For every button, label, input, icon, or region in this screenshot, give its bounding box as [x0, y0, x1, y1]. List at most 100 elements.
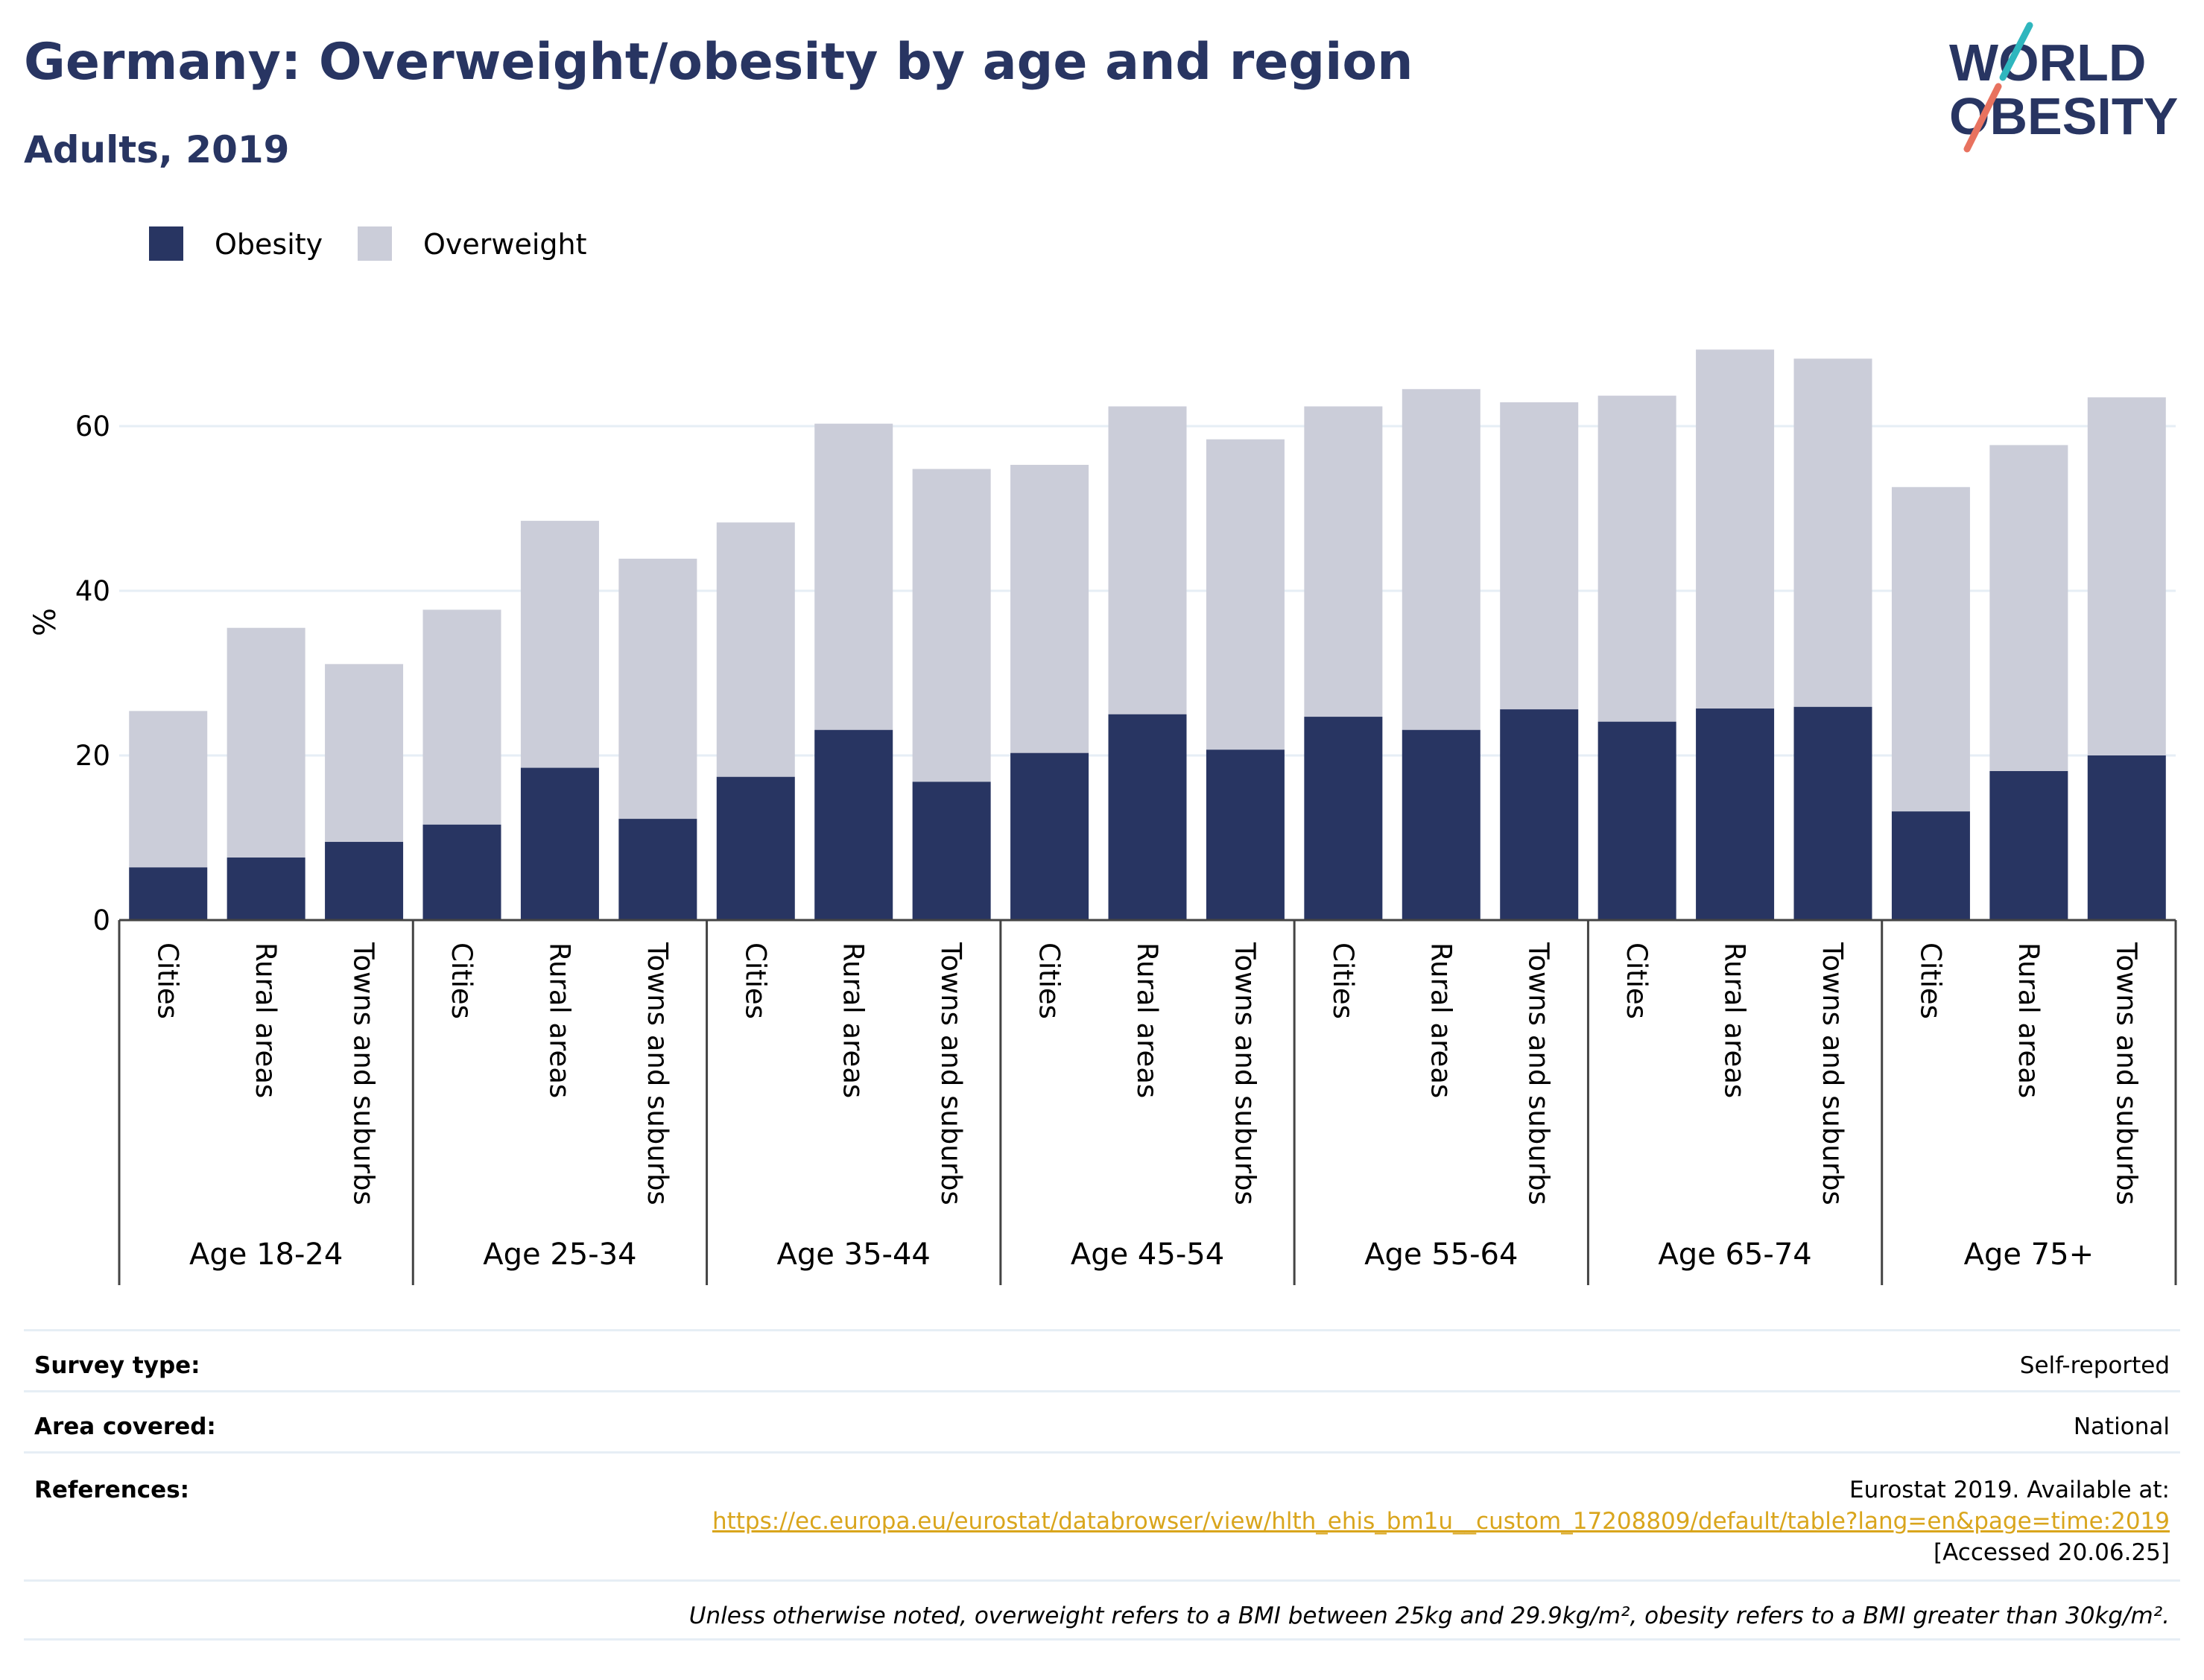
x-group-label: Age 65-74: [1658, 1237, 1811, 1272]
bar-overweight: [1793, 358, 1872, 707]
area-covered-label: Area covered:: [34, 1413, 216, 1440]
bar-obesity: [912, 782, 991, 920]
bar-obesity: [325, 842, 404, 920]
x-group-label: Age 18-24: [189, 1237, 343, 1272]
bar-overweight: [422, 609, 501, 825]
x-tick-label: Cities: [1327, 942, 1359, 1019]
axes: [118, 919, 2177, 1285]
x-tick-label: Cities: [739, 942, 771, 1019]
references-label: References:: [34, 1477, 190, 1503]
references-source: Eurostat 2019. Available at:: [1849, 1477, 2170, 1503]
bar-overweight: [227, 627, 305, 858]
bar-obesity: [1304, 717, 1383, 920]
y-tick-label: 20: [75, 740, 110, 772]
bar-overweight: [129, 711, 208, 868]
bar-obesity: [1108, 714, 1187, 920]
bar-overweight: [1402, 389, 1481, 730]
stacked-bar-chart: Obesity Overweight 0 20 40 60 Cities Rural are…: [28, 226, 2177, 1285]
bar-obesity: [1696, 709, 1775, 920]
metadata-table: Survey type: Self-reported Area covered:…: [24, 1329, 2180, 1641]
bar-obesity: [618, 819, 697, 920]
bar-obesity: [1010, 752, 1089, 920]
x-tick-label: Rural areas: [837, 942, 870, 1098]
y-tick-label: 60: [75, 411, 110, 443]
area-covered-row: Area covered: National: [24, 1390, 2180, 1451]
bar-obesity: [1402, 729, 1481, 920]
bar-overweight: [912, 469, 991, 782]
bar-obesity: [1891, 811, 1970, 920]
bar-overweight: [1696, 349, 1775, 709]
y-tick-label: 0: [92, 904, 110, 936]
legend-swatch-obesity: [149, 226, 183, 261]
references-accessed: [Accessed 20.06.25]: [1934, 1539, 2170, 1566]
bar-obesity: [814, 729, 893, 920]
x-tick-label: Cities: [446, 942, 478, 1019]
x-tick-label: Rural areas: [2013, 942, 2045, 1098]
logo-slash-teal: [1999, 22, 2033, 81]
bar-overweight: [1989, 445, 2068, 771]
x-tick-label: Towns and suburbs: [348, 942, 380, 1205]
x-tick-label: Cities: [152, 942, 184, 1019]
bar-obesity: [1206, 749, 1285, 920]
bar-overweight: [325, 664, 404, 843]
chart-title: Germany: Overweight/obesity by age and r…: [24, 33, 1413, 92]
x-group-label: Age 25-34: [483, 1237, 636, 1272]
bar-obesity: [716, 776, 795, 920]
x-tick-label: Rural areas: [1131, 942, 1163, 1098]
bar-overweight: [618, 558, 697, 820]
y-axis-label: %: [28, 608, 63, 636]
survey-type-row: Survey type: Self-reported: [24, 1329, 2180, 1390]
x-tick-label: Towns and suburbs: [642, 942, 674, 1205]
tick-labels: 0 20 40 60 Cities Rural areas Towns and suburb…: [75, 411, 2142, 1272]
references-link[interactable]: https://ec.europa.eu/eurostat/databrowse…: [712, 1508, 2170, 1535]
legend: Obesity Overweight: [149, 226, 587, 261]
x-tick-label: Towns and suburbs: [1817, 942, 1849, 1205]
x-tick-label: Towns and suburbs: [1229, 942, 1261, 1205]
x-group-label: Age 35-44: [777, 1237, 931, 1272]
bar-overweight: [716, 522, 795, 777]
bar-overweight: [1891, 486, 1970, 812]
x-tick-label: Rural areas: [250, 942, 282, 1098]
legend-swatch-overweight: [358, 226, 392, 261]
logo-slash-coral: [1963, 83, 2002, 153]
logo-text-world: WORLD: [1949, 34, 2146, 92]
x-group-label: Age 45-54: [1071, 1237, 1224, 1272]
x-tick-label: Rural areas: [543, 942, 575, 1098]
x-tick-label: Towns and suburbs: [1523, 942, 1555, 1205]
bar-overweight: [1108, 406, 1187, 714]
survey-type-label: Survey type:: [34, 1352, 200, 1379]
bar-overweight: [1206, 439, 1285, 750]
definition-note-row: Unless otherwise noted, overweight refer…: [24, 1579, 2180, 1641]
bar-obesity: [1989, 770, 2068, 920]
bar-obesity: [1500, 709, 1579, 920]
definition-note: Unless otherwise noted, overweight refer…: [688, 1603, 2170, 1629]
x-tick-label: Towns and suburbs: [2110, 942, 2142, 1205]
bar-overweight: [814, 423, 893, 730]
x-tick-label: Cities: [1033, 942, 1065, 1019]
x-tick-label: Cities: [1621, 942, 1653, 1019]
chart-subtitle: Adults, 2019: [24, 128, 290, 171]
references-row: References: Eurostat 2019. Available at:…: [24, 1451, 2180, 1579]
logo-text-obesity: OBESITY: [1949, 87, 2178, 145]
bar-obesity: [2087, 755, 2166, 920]
bar-obesity: [227, 858, 305, 920]
bar-obesity: [1793, 706, 1872, 920]
bar-overweight: [2087, 397, 2166, 755]
bar-overweight: [1304, 406, 1383, 717]
legend-label-obesity: Obesity: [215, 228, 323, 261]
x-tick-label: Rural areas: [1425, 942, 1457, 1098]
bar-overweight: [1597, 396, 1676, 722]
bar-overweight: [520, 521, 599, 768]
bar-obesity: [422, 824, 501, 920]
survey-type-value: Self-reported: [2019, 1352, 2170, 1379]
legend-label-overweight: Overweight: [423, 228, 587, 261]
bar-obesity: [520, 767, 599, 920]
x-group-label: Age 75+: [1964, 1237, 2094, 1272]
world-obesity-logo: WORLD OBESITY: [1949, 22, 2178, 153]
x-tick-label: Cities: [1914, 942, 1946, 1019]
bar-obesity: [129, 867, 208, 920]
x-group-label: Age 55-64: [1364, 1237, 1518, 1272]
references-value: Eurostat 2019. Available at: https://ec.…: [712, 1474, 2170, 1568]
y-tick-label: 40: [75, 575, 110, 607]
bars: [129, 349, 2166, 920]
